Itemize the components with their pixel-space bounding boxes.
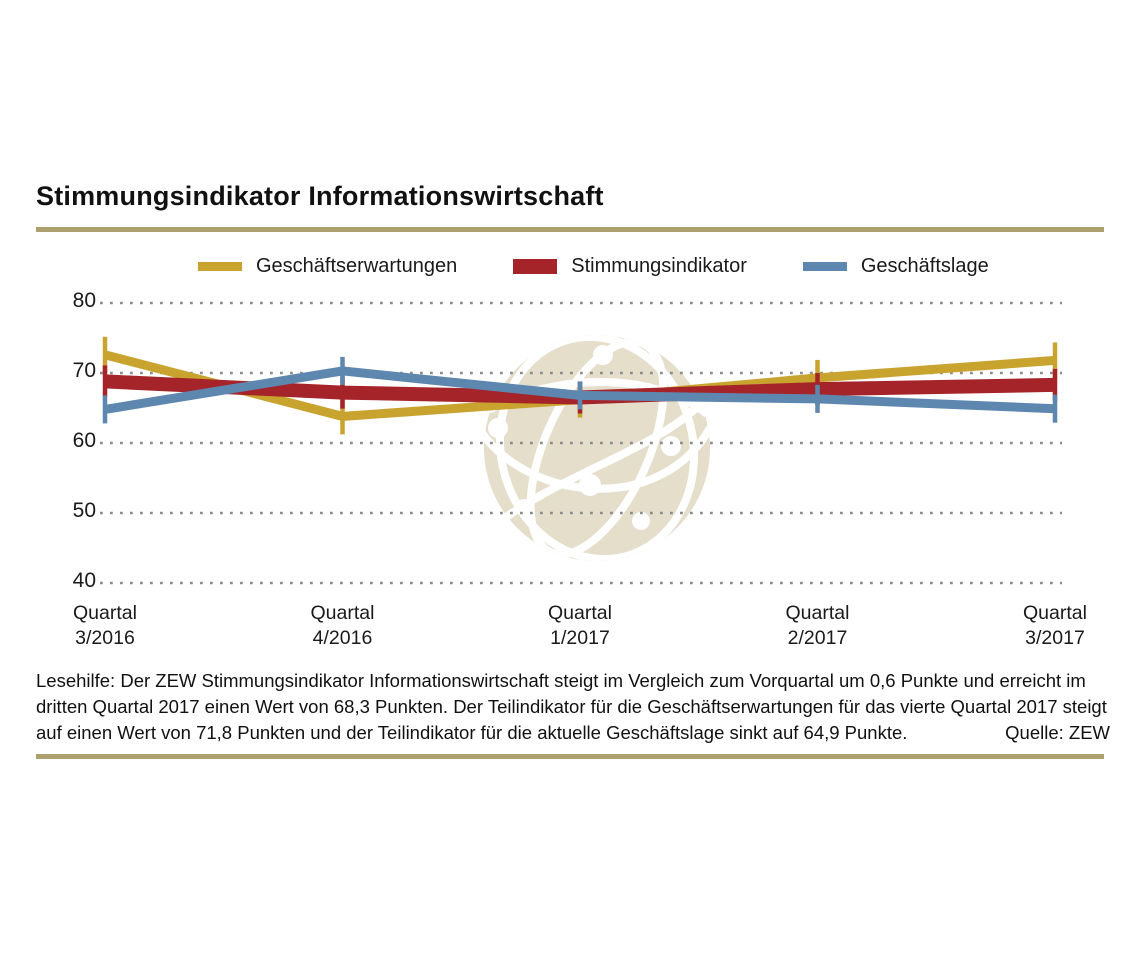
legend-item-stimmungsindikator: Stimmungsindikator [513, 255, 747, 278]
gridlines [100, 301, 1062, 585]
legend-item-geschaeftslage: Geschäftslage [802, 255, 989, 278]
lesehilfe-line: Lesehilfe: Der ZEW Stimmungsindikator In… [36, 670, 1086, 691]
lesehilfe-line: dritten Quartal 2017 einen Wert von 68,3… [36, 696, 1107, 717]
page-title: Stimmungsindikator Informationswirtschaf… [36, 181, 604, 211]
lesehilfe-text: Lesehilfe: Der ZEW Stimmungsindikator In… [36, 668, 1110, 746]
lesehilfe-line: auf einen Wert von 71,8 Punkten und der … [36, 720, 1110, 746]
x-axis-label: Quartal 3/2016 [73, 602, 137, 649]
y-axis-tick: 70 [72, 359, 96, 382]
source-label: Quelle: ZEW [1005, 722, 1110, 743]
globe-watermark-icon [484, 335, 710, 561]
x-axis-label: Quartal 4/2016 [310, 602, 375, 649]
legend-swatch-yellow-icon [198, 262, 242, 271]
legend-item-geschaeftserwartungen: Geschäftserwartungen [198, 255, 457, 278]
legend-label: Geschäftserwartungen [256, 255, 458, 277]
y-axis-tick: 80 [72, 289, 96, 312]
legend-label: Geschäftslage [860, 255, 989, 277]
legend-swatch-blue-icon [802, 262, 847, 271]
y-axis-tick: 40 [72, 569, 96, 592]
chart-series [102, 336, 1058, 435]
accent-rule-bottom [36, 754, 1104, 759]
x-axis-label: Quartal 3/2017 [1023, 602, 1087, 649]
legend-label: Stimmungsindikator [571, 255, 747, 277]
accent-rule-top [36, 227, 1104, 232]
x-axis-label: Quartal 2/2017 [785, 602, 850, 649]
x-axis-label: Quartal 1/2017 [548, 602, 612, 649]
chart-legend: Geschäftserwartungen Stimmungsindikator … [198, 255, 989, 278]
y-axis-tick: 50 [72, 499, 96, 522]
y-axis-tick: 60 [72, 429, 96, 452]
legend-swatch-red-icon [513, 259, 558, 274]
